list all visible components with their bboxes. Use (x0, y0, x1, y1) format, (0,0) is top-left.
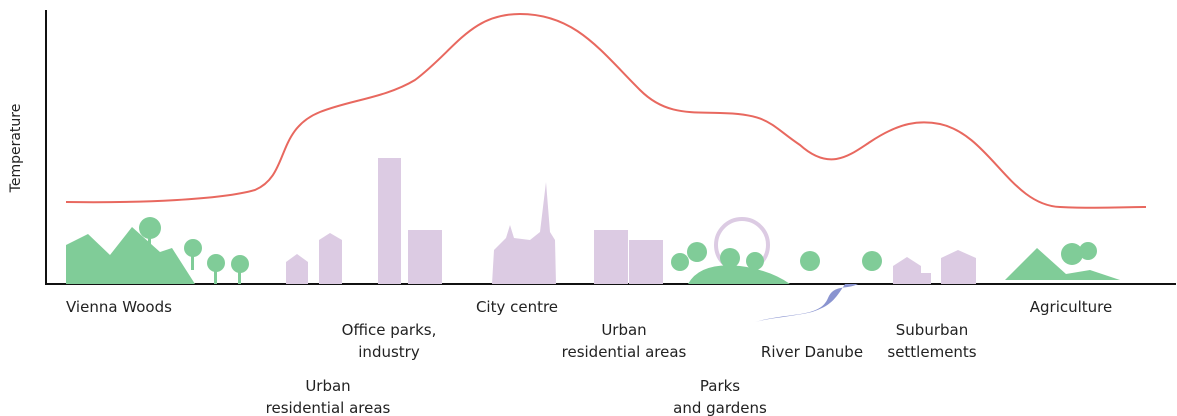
office-icon (378, 158, 442, 284)
label: Parks and gardens (673, 377, 767, 416)
cathedral-icon (492, 182, 556, 284)
y-axis-label: Temperature (8, 104, 24, 194)
label: Agriculture (1030, 298, 1113, 316)
label: Office parks, industry (342, 321, 437, 361)
label: City centre (476, 298, 558, 316)
label: River Danube (761, 343, 863, 361)
forest-icon (66, 217, 249, 284)
river-icon (755, 284, 858, 322)
field-icon (1005, 242, 1120, 280)
label: Vienna Woods (66, 298, 172, 316)
houses-icon (893, 250, 976, 284)
temperature-curve (65, 12, 1147, 209)
label: Suburban settlements (887, 321, 976, 361)
label: Urban residential areas (562, 321, 687, 361)
label: Urban residential areas (266, 377, 391, 416)
park-icon (671, 217, 882, 284)
buildings-icon (286, 233, 342, 284)
buildings-icon (594, 230, 663, 284)
